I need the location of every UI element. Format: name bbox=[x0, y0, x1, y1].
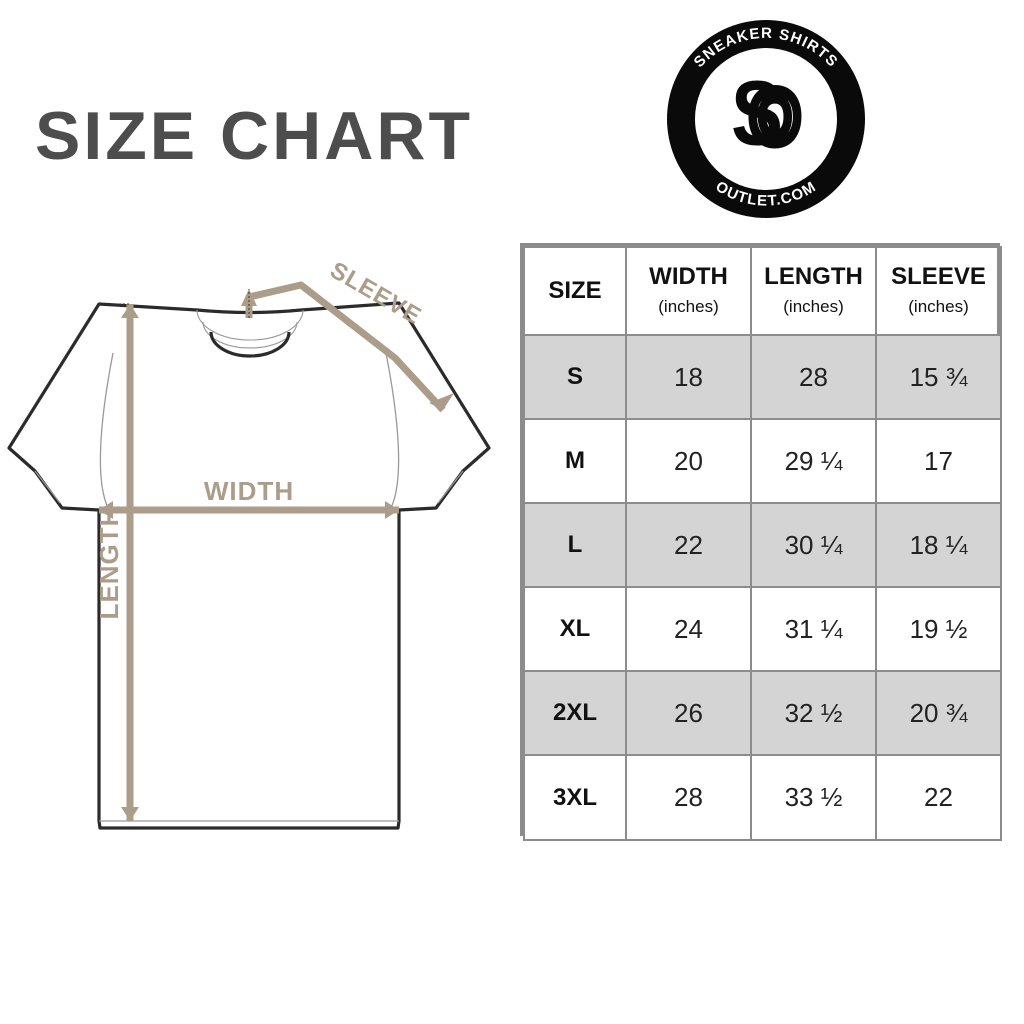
svg-text:O: O bbox=[750, 75, 800, 159]
svg-text:LENGTH: LENGTH bbox=[94, 507, 124, 620]
svg-text:WIDTH: WIDTH bbox=[204, 476, 294, 506]
